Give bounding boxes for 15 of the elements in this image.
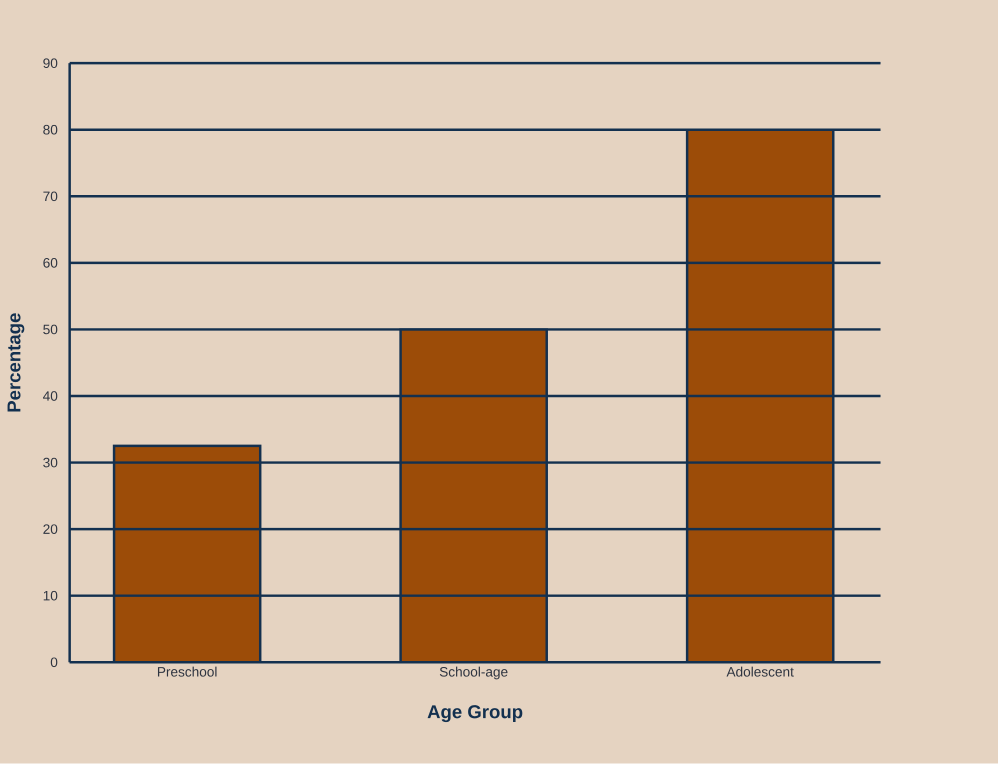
y-tick-label: 90	[43, 58, 58, 68]
y-tick-label: 80	[43, 125, 58, 135]
x-axis-title: Age Group	[428, 705, 522, 722]
y-tick-label: 50	[43, 324, 58, 335]
y-tick-label: 70	[43, 192, 58, 202]
y-tick-label: 10	[44, 591, 58, 601]
x-tick-label: School-age	[440, 666, 508, 680]
y-tick-label: 30	[43, 458, 58, 468]
x-tick-label: Adolescent	[726, 666, 794, 677]
y-tick-label: 60	[43, 258, 58, 268]
y-tick-label: 0	[50, 658, 58, 668]
y-tick-label: 20	[43, 524, 58, 534]
y-tick-label: 40	[43, 391, 58, 402]
x-tick-label: Preschool	[158, 666, 217, 677]
y-axis-title: Percentage	[8, 314, 24, 412]
